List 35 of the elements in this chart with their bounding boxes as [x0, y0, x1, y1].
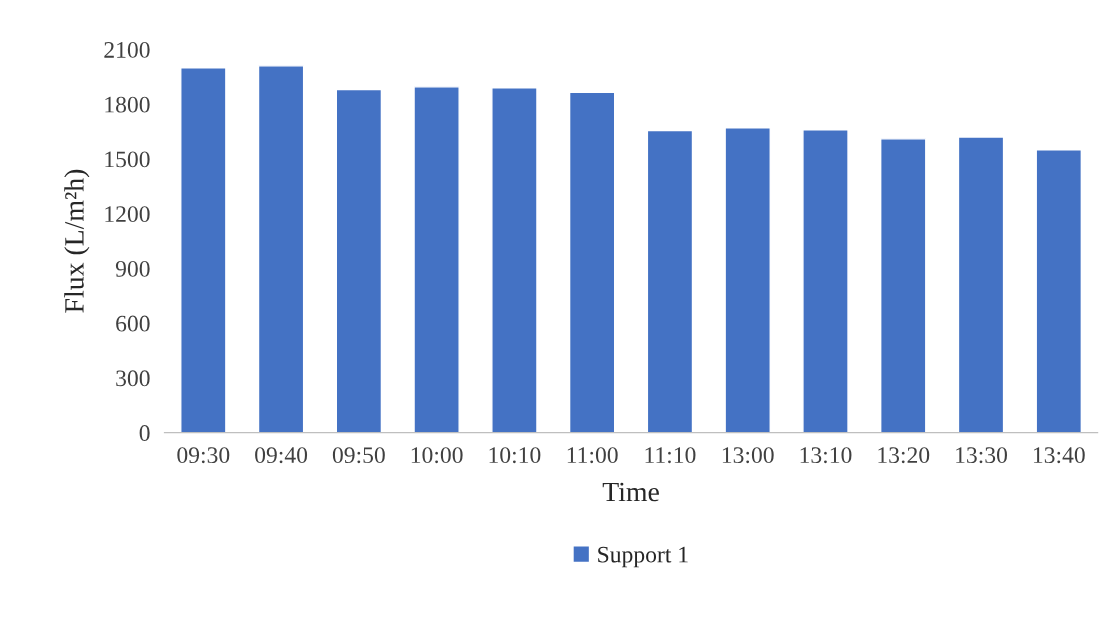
x-tick-label: 11:10 [645, 447, 696, 464]
bar [646, 129, 694, 433]
bar [335, 88, 383, 433]
bar [879, 138, 927, 433]
x-tick-label: 13:20 [878, 447, 930, 464]
y-tick-label: 0 [139, 425, 150, 442]
x-tick-label: 09:30 [177, 447, 230, 464]
bar [413, 86, 460, 433]
x-tick-label: 13:10 [800, 447, 852, 464]
x-tick-label: 13:30 [956, 447, 1007, 464]
y-tick-label: 1200 [105, 206, 150, 223]
x-tick-label: 09:40 [255, 447, 308, 464]
bar [257, 65, 305, 433]
y-tick-label: 2100 [104, 41, 150, 58]
y-tick-label: 900 [115, 260, 150, 277]
bar [957, 136, 1005, 433]
bar [491, 87, 538, 433]
x-axis-title: Time [602, 482, 659, 502]
x-tick-label: 10:10 [489, 447, 541, 464]
y-axis-title: Flux (L/m²h) [64, 169, 90, 313]
x-tick-label: 13:00 [722, 447, 774, 464]
bar [724, 127, 771, 433]
bar [568, 91, 616, 433]
legend-label: Support 1 [598, 546, 688, 568]
x-tick-label: 11:00 [567, 447, 618, 464]
y-tick-label: 300 [116, 370, 150, 387]
x-tick-label: 09:50 [332, 447, 385, 464]
x-tick-label: 10:00 [411, 447, 463, 464]
bar [802, 129, 849, 433]
y-tick-label: 600 [116, 315, 150, 332]
y-tick-label: 1800 [105, 96, 150, 113]
x-tick-label: 13:40 [1033, 447, 1085, 464]
bar [180, 66, 227, 433]
bar [1035, 149, 1083, 433]
y-tick-label: 1500 [105, 151, 150, 168]
